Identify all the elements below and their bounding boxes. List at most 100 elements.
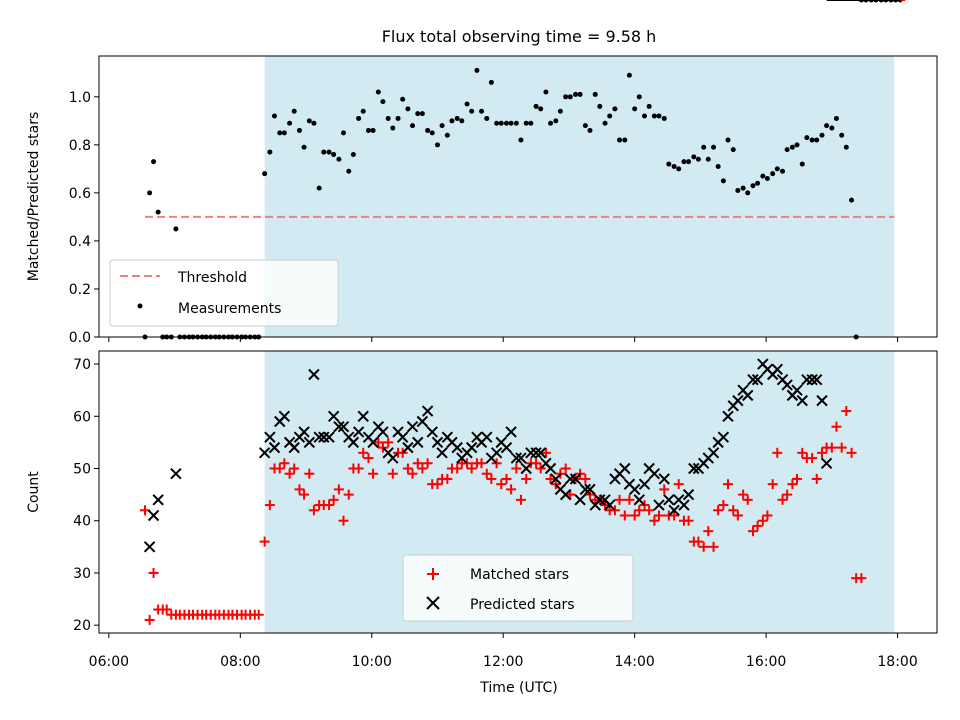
matched-point — [299, 489, 310, 500]
predicted-point — [416, 415, 429, 428]
measurement-point — [301, 144, 307, 150]
matched-point — [289, 463, 300, 474]
matched-point — [811, 473, 822, 484]
measurement-point — [296, 127, 302, 133]
predicted-point — [510, 452, 523, 464]
predicted-point — [406, 421, 419, 433]
predicted-point — [796, 394, 808, 407]
predicted-point — [569, 473, 582, 485]
predicted-point — [771, 363, 783, 375]
predicted-point — [308, 368, 320, 381]
predicted-point — [534, 447, 547, 459]
matched-point — [462, 458, 473, 469]
matched-point — [732, 510, 743, 521]
predicted-point — [431, 436, 444, 449]
measurement-point — [582, 123, 588, 129]
matched-point — [722, 479, 733, 490]
y-tick-label: 50 — [73, 462, 91, 478]
predicted-point — [579, 483, 592, 496]
predicted-point — [377, 426, 389, 438]
measurement-point — [587, 127, 593, 133]
matched-point — [397, 447, 408, 458]
measurement-point — [291, 108, 297, 114]
matched-point — [368, 468, 379, 479]
predicted-point — [584, 483, 596, 496]
measurement-point — [434, 142, 440, 148]
legend-measurements-swatch — [137, 303, 143, 309]
measurement-point — [267, 149, 273, 155]
matched-point — [836, 442, 847, 453]
matched-point — [624, 494, 635, 505]
measurement-point — [745, 190, 751, 196]
predicted-point — [323, 431, 335, 443]
predicted-point — [747, 374, 759, 386]
predicted-point — [481, 431, 493, 443]
matched-point — [752, 520, 763, 531]
matched-point — [412, 458, 423, 469]
y-tick-label: 0.6 — [69, 186, 91, 202]
measurement-point — [809, 137, 815, 143]
measurement-point — [774, 166, 780, 172]
matched-point — [693, 536, 704, 547]
measurement-point — [439, 123, 445, 129]
matched-point — [161, 604, 172, 615]
measurement-point — [636, 94, 642, 100]
matched-point — [673, 479, 684, 490]
matched-point — [614, 494, 625, 505]
matched-point — [698, 541, 709, 552]
measurement-point — [695, 156, 701, 162]
matched-point — [304, 468, 315, 479]
measurement-point — [479, 108, 485, 114]
measurement-point — [676, 166, 682, 172]
chart-title: Flux total observing time = 9.58 h — [382, 27, 657, 46]
predicted-point — [347, 436, 360, 449]
matched-point — [377, 442, 388, 453]
y-tick-label: 0.8 — [69, 138, 91, 154]
measurement-point — [626, 72, 632, 78]
matched-point — [338, 515, 349, 526]
measurement-point — [849, 197, 855, 203]
measurement-point — [705, 156, 711, 162]
matched-point — [609, 505, 620, 516]
measurement-point — [311, 120, 317, 126]
measurement-point — [508, 120, 514, 126]
measurement-point — [567, 94, 573, 100]
predicted-point — [500, 441, 513, 454]
measurement-point — [755, 180, 761, 186]
predicted-point — [152, 494, 164, 506]
matched-point — [144, 614, 155, 625]
matched-point — [846, 447, 857, 458]
measurement-point — [720, 178, 726, 184]
predicted-point — [668, 504, 680, 516]
measurement-point — [488, 79, 494, 85]
measurement-point — [331, 151, 337, 157]
y-tick-label: 0.2 — [69, 282, 91, 298]
measurement-point — [375, 89, 381, 95]
measurement-point — [770, 171, 776, 177]
count-panel-frame — [98, 350, 938, 634]
matched-point — [515, 494, 526, 505]
predicted-point — [298, 426, 310, 438]
measurement-point — [573, 91, 579, 97]
measurement-point — [839, 132, 845, 138]
matched-point — [333, 484, 344, 495]
measurement-point — [528, 120, 534, 126]
predicted-point — [352, 426, 365, 438]
matched-point — [659, 484, 670, 495]
matched-point — [363, 453, 374, 464]
matched-point — [841, 406, 852, 417]
matched-point — [703, 526, 714, 537]
predicted-point — [717, 431, 730, 443]
measurement-point — [271, 113, 277, 119]
x-tick-label: 06:00 — [89, 654, 129, 670]
predicted-point — [147, 509, 160, 522]
predicted-point — [619, 462, 631, 475]
matched-point — [491, 458, 502, 469]
x-tick-label: 10:00 — [352, 654, 392, 670]
matched-point — [816, 447, 827, 458]
matched-point — [644, 505, 655, 516]
predicted-point — [288, 441, 300, 454]
measurement-point — [691, 154, 697, 160]
predicted-point — [658, 473, 670, 485]
predicted-point — [333, 421, 345, 433]
